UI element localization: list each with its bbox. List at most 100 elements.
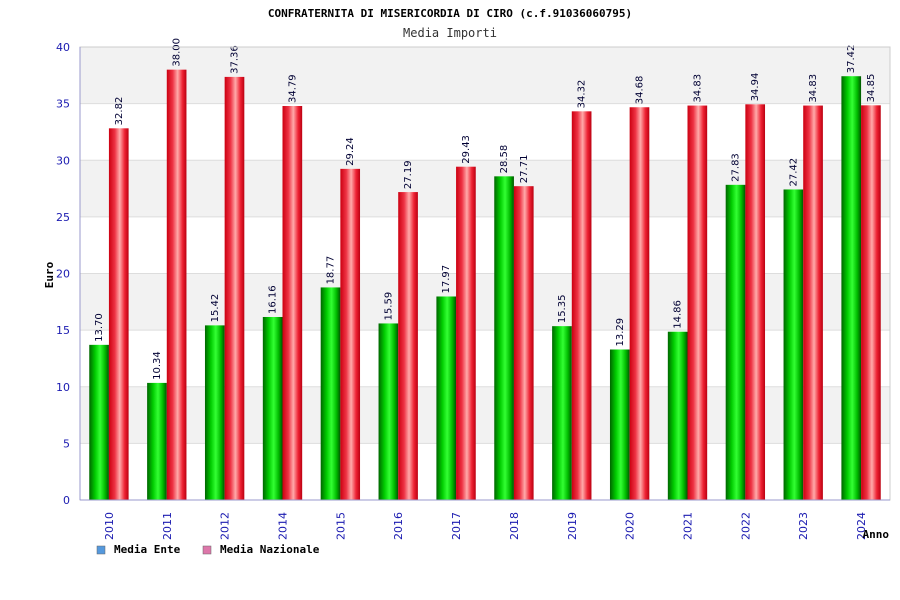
bar-media-nazionale <box>166 69 187 501</box>
y-tick-label: 25 <box>56 211 70 224</box>
plot-band <box>80 273 890 331</box>
bar-media-nazionale <box>629 107 650 501</box>
data-label: 15.59 <box>383 292 394 321</box>
y-axis-label: Euro <box>43 261 56 288</box>
data-label: 15.42 <box>210 294 221 323</box>
bar-media-nazionale <box>224 76 245 500</box>
data-label: 34.32 <box>577 80 588 109</box>
data-label: 34.83 <box>808 74 819 103</box>
bar-media-ente <box>378 323 399 500</box>
legend-label: Media Nazionale <box>220 543 320 556</box>
y-tick-label: 40 <box>56 41 70 54</box>
x-tick-label: 2016 <box>392 512 405 540</box>
data-label: 27.42 <box>788 158 799 187</box>
data-label: 34.94 <box>750 73 761 102</box>
data-labels: 13.70 10.34 15.42 16.16 18.77 15.59 17.97 28.58… <box>94 38 877 380</box>
plot-band <box>80 103 890 161</box>
bar-media-nazionale <box>861 105 881 500</box>
x-tick-label: 2012 <box>219 512 232 540</box>
bar-media-nazionale <box>513 186 534 500</box>
chart-subtitle: Media Importi <box>403 26 497 40</box>
x-tick-labels: 2010 2011 2012 2014 2015 2016 2017 2018 2019 2020… <box>103 512 868 540</box>
plot-band <box>80 160 890 217</box>
y-tick-label: 20 <box>56 268 70 281</box>
x-axis-label: Anno <box>863 528 890 541</box>
bar-media-nazionale <box>398 192 418 501</box>
data-label: 32.82 <box>114 97 125 126</box>
x-tick-label: 2014 <box>277 512 290 540</box>
data-label: 27.19 <box>403 160 414 189</box>
bar-media-ente <box>262 316 283 500</box>
x-tick-label: 2023 <box>797 512 810 540</box>
data-label: 17.97 <box>441 265 452 294</box>
data-label: 37.36 <box>229 45 240 74</box>
y-tick-labels: 0 5 10 15 20 25 30 35 40 <box>56 41 70 507</box>
legend-swatch <box>96 545 106 555</box>
bar-media-ente <box>494 176 514 501</box>
legend-item-media-ente: Media Ente <box>96 543 181 556</box>
data-label: 28.58 <box>499 145 510 174</box>
y-tick-label: 0 <box>63 494 70 507</box>
bar-media-ente <box>841 76 862 500</box>
bars <box>89 69 881 501</box>
data-label: 29.24 <box>345 137 356 166</box>
data-label: 10.34 <box>152 351 163 380</box>
data-label: 15.35 <box>557 295 568 324</box>
data-label: 37.42 <box>846 45 857 74</box>
plot-band <box>80 443 890 500</box>
x-tick-label: 2015 <box>334 512 347 540</box>
data-label: 27.71 <box>519 155 530 184</box>
y-tick-label: 30 <box>56 154 70 167</box>
bar-media-nazionale <box>745 104 766 500</box>
bar-media-nazionale <box>687 105 708 501</box>
x-tick-label: 2021 <box>682 512 695 540</box>
plot-band <box>80 47 890 104</box>
y-tick-label: 15 <box>56 324 70 337</box>
legend-item-media-nazionale: Media Nazionale <box>202 543 320 556</box>
x-tick-label: 2019 <box>566 512 579 540</box>
legend-swatch <box>202 545 212 555</box>
x-tick-label: 2022 <box>739 512 752 540</box>
data-label: 34.79 <box>287 74 298 103</box>
y-tick-label: 10 <box>56 381 70 394</box>
bar-media-nazionale <box>456 166 476 500</box>
data-label: 38.00 <box>172 38 183 67</box>
data-label: 34.85 <box>866 74 877 103</box>
data-label: 18.77 <box>326 256 337 285</box>
x-tick-label: 2020 <box>624 512 637 540</box>
bar-media-ente <box>609 349 630 500</box>
y-tick-label: 35 <box>56 98 70 111</box>
plot-band <box>80 216 890 274</box>
data-label: 29.43 <box>461 135 472 164</box>
plot-band <box>80 330 890 387</box>
x-tick-label: 2010 <box>103 512 116 540</box>
bar-media-nazionale <box>282 106 303 501</box>
legend-label: Media Ente <box>114 543 181 556</box>
bar-media-nazionale <box>803 105 823 501</box>
data-label: 16.16 <box>268 285 279 314</box>
bar-media-ente <box>667 331 688 500</box>
bar-media-ente <box>783 189 804 500</box>
chart-title: CONFRATERNITA DI MISERICORDIA DI CIRO (c… <box>268 7 632 20</box>
bar-media-ente <box>725 184 746 500</box>
plot-band <box>80 386 890 444</box>
x-tick-label: 2024 <box>855 512 868 540</box>
data-label: 13.29 <box>615 318 626 347</box>
bar-media-ente <box>89 344 109 500</box>
bar-media-ente <box>552 326 572 500</box>
bar-media-nazionale <box>340 168 361 500</box>
legend: Media Ente Media Nazionale <box>96 543 320 556</box>
data-label: 27.83 <box>731 153 742 182</box>
x-tick-label: 2017 <box>450 512 463 540</box>
y-tick-label: 5 <box>63 437 70 450</box>
bar-media-ente <box>147 382 167 500</box>
data-label: 34.68 <box>634 76 645 105</box>
bar-media-ente <box>320 287 341 500</box>
x-tick-label: 2011 <box>161 512 174 540</box>
data-label: 14.86 <box>673 300 684 329</box>
bar-media-nazionale <box>571 111 592 501</box>
x-tick-label: 2018 <box>508 512 521 540</box>
axes <box>79 46 891 501</box>
bar-media-ente <box>436 296 457 500</box>
bar-media-ente <box>204 325 225 500</box>
